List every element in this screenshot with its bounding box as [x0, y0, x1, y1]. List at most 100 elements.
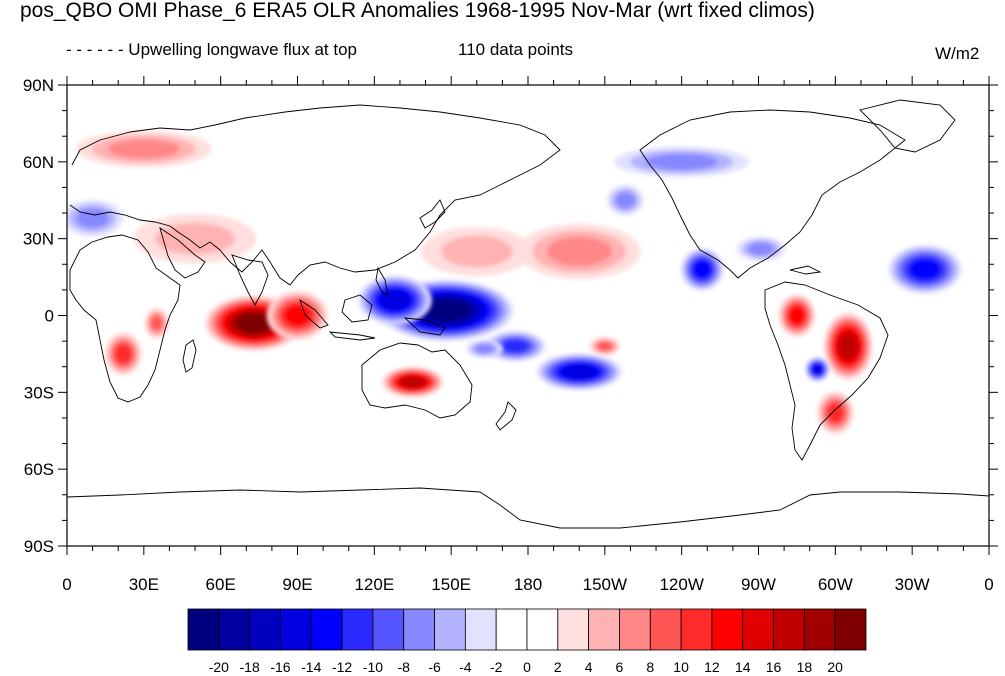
anomaly-blob — [589, 337, 621, 356]
coastline-india — [231, 254, 269, 306]
lat-label: 60S — [24, 460, 54, 479]
anomaly-contour — [501, 339, 529, 353]
coastline-arabia — [159, 226, 206, 279]
colorbar-swatch — [649, 608, 682, 651]
anomaly-contour — [421, 299, 471, 322]
anomaly-blob — [466, 339, 503, 359]
colorbar-swatch — [495, 608, 528, 651]
anomaly-contour — [748, 242, 775, 256]
anomaly-blob — [778, 293, 816, 338]
anomaly-contour — [236, 313, 272, 334]
colorbar-swatch — [372, 608, 405, 651]
lon-label: 90E — [282, 575, 312, 594]
plot-title: pos_QBO OMI Phase_6 ERA5 OLR Anomalies 1… — [20, 0, 815, 22]
colorbar: -20 -18 -16 -14 -12 -10 -8 -6 -4 -2 0 2 4 6 8 10 12 14 16 1… — [187, 608, 867, 675]
lon-label: 180 — [514, 575, 542, 594]
colorbar-label: -8 — [398, 659, 411, 675]
colorbar-label: -14 — [301, 659, 321, 675]
colorbar-swatch — [588, 608, 620, 651]
lon-label: 120W — [659, 575, 703, 594]
colorbar-swatch — [742, 608, 774, 651]
colorbar-swatch — [403, 608, 435, 651]
anomaly-blob — [144, 307, 169, 339]
anomaly-contour — [401, 376, 425, 388]
anomaly-blob — [536, 353, 623, 391]
colorbar-label: -2 — [490, 659, 503, 675]
coastline-philippines — [375, 266, 389, 296]
colorbar-label: -16 — [270, 659, 290, 675]
anomaly-blob — [805, 356, 830, 382]
anomaly-contour — [284, 305, 311, 326]
anomaly-contour — [645, 153, 718, 170]
colorbar-label: 0 — [523, 659, 531, 675]
colorbar-swatch — [557, 608, 590, 651]
lat-label: 30S — [24, 383, 54, 402]
anomaly-blob — [517, 223, 641, 280]
coastline-caribbean — [789, 265, 822, 275]
coastline-borneo — [341, 294, 373, 323]
colorbar-swatch — [834, 608, 867, 651]
colorbar-label: -18 — [240, 659, 260, 675]
anomaly-contour — [546, 236, 612, 267]
anomaly-contour — [812, 364, 823, 375]
colorbar-label: -4 — [459, 659, 472, 675]
variable-description: - - - - - - Upwelling longwave flux at t… — [66, 40, 357, 59]
anomaly-contour — [827, 403, 844, 423]
lat-label: 90N — [23, 76, 54, 95]
colorbar-swatch — [341, 608, 374, 651]
data-point-count: 110 data points — [458, 40, 573, 59]
colorbar-label: 8 — [646, 659, 654, 675]
colorbar-swatch — [680, 608, 713, 651]
anomaly-contour — [789, 306, 805, 325]
colorbar-swatch — [464, 608, 497, 651]
lon-label: 0 — [984, 575, 993, 594]
anomaly-contour — [441, 235, 513, 268]
lon-label: 150E — [431, 575, 471, 594]
colorbar-swatch — [187, 608, 220, 651]
anomaly-contour — [155, 222, 235, 255]
anomaly-field — [67, 130, 962, 435]
anomaly-contour — [474, 343, 495, 354]
anomaly-blob — [266, 290, 329, 341]
anomaly-contour — [150, 315, 163, 331]
colorbar-swatch — [280, 608, 312, 651]
coastline-south-america — [764, 281, 889, 461]
anomaly-blob — [382, 366, 444, 398]
colorbar-label: 6 — [616, 659, 624, 675]
colorbar-label: 4 — [585, 659, 593, 675]
anomaly-contour — [115, 344, 132, 364]
lon-label: 60W — [818, 575, 853, 594]
axis-ticks — [58, 76, 998, 555]
coastline-new-guinea — [403, 317, 446, 336]
lon-label: 120E — [354, 575, 394, 594]
anomaly-contour — [615, 192, 636, 209]
coastline-japan — [419, 199, 446, 229]
anomaly-blob — [104, 332, 142, 376]
anomaly-contour — [838, 333, 858, 360]
anomaly-blob — [823, 312, 873, 381]
latitude-labels: 90N 60N 30N 0 30S 60S 90S — [23, 76, 54, 556]
colorbar-swatch — [249, 608, 281, 651]
lon-label: 90W — [741, 575, 776, 594]
colorbar-label: 2 — [554, 659, 562, 675]
colorbar-swatch — [434, 608, 466, 651]
coastline-eurasia — [69, 104, 561, 286]
colorbar-label: -20 — [209, 659, 229, 675]
anomaly-contour — [909, 259, 941, 280]
coastline-antarctica — [67, 487, 989, 529]
colorbar-swatch — [619, 608, 651, 651]
colorbar-swatch — [711, 608, 744, 651]
lon-label: 60E — [206, 575, 236, 594]
colorbar-label: 18 — [797, 659, 813, 675]
coastline-greenland — [859, 99, 956, 153]
anomaly-blob — [888, 244, 962, 294]
coastline-madagascar — [182, 339, 197, 373]
anomaly-blob — [421, 226, 533, 277]
anomaly-blob — [736, 236, 786, 262]
lon-label: 150W — [583, 575, 627, 594]
anomaly-contour — [76, 208, 109, 228]
colorbar-swatch — [803, 608, 836, 651]
coastline-sumatra — [299, 298, 329, 329]
lon-label: 30W — [895, 575, 930, 594]
lat-label: 90S — [24, 537, 54, 556]
